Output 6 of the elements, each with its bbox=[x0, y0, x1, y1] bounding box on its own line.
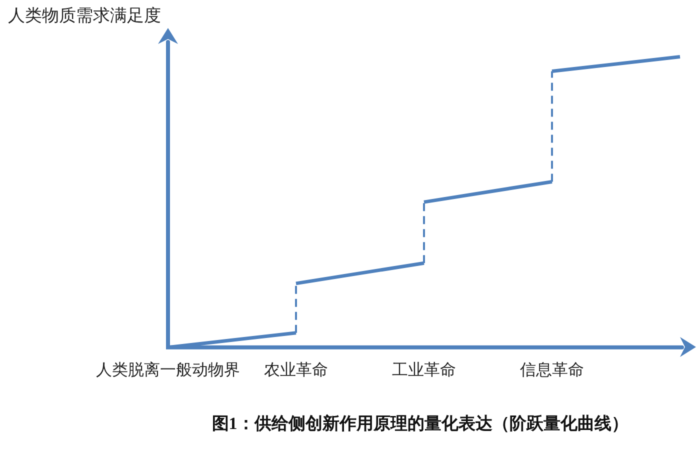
x-tick-label: 农业革命 bbox=[264, 361, 328, 380]
x-tick-label: 信息革命 bbox=[520, 361, 584, 380]
x-tick-label: 人类脱离一般动物界 bbox=[96, 361, 240, 380]
y-axis-title: 人类物质需求满足度 bbox=[8, 6, 161, 25]
x-tick-label: 工业革命 bbox=[392, 361, 456, 380]
text: 图1：供给侧创新作用原理的量化表达（阶跃量化曲线） bbox=[212, 414, 628, 434]
